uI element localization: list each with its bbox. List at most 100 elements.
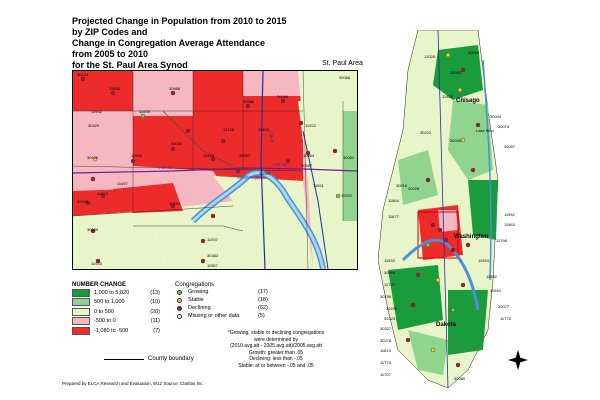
legend-count: (13) [150, 289, 160, 296]
legend-range: -1,080 to -500 [94, 327, 129, 334]
zip-label: 11925 [442, 94, 454, 99]
title-line: Projected Change in Population from 2010… [72, 16, 287, 26]
zip-label: 11921 [313, 183, 325, 188]
zip-label: 11940 [490, 288, 502, 293]
legend-swatch [72, 288, 90, 297]
number-change-legend: NUMBER CHANGE 1,000 to 5,020 (13) 500 to… [72, 282, 160, 342]
county-boundary-label: County boundary [148, 356, 194, 362]
zip-label: 11774 [380, 360, 392, 365]
zip-label: 11935 [131, 153, 143, 158]
zip-region [433, 45, 483, 100]
legend-range: -500 to 0 [94, 318, 116, 325]
zip-label: 11813 [380, 348, 392, 353]
note-line: were determined by [254, 336, 298, 343]
missing-dot-icon [177, 313, 182, 319]
zip-label: 30097 [239, 153, 251, 158]
congregation-count: (17) [258, 289, 268, 295]
zip-label: 30965 [384, 270, 396, 275]
title-line: by ZIP Codes and [72, 27, 148, 37]
zip-region [133, 71, 193, 116]
zip-label: 11952 [486, 274, 498, 279]
north-arrow-icon [508, 350, 528, 370]
legend-count: (20) [150, 308, 160, 315]
zip-region [73, 211, 163, 269]
zip-label: 30100 [87, 155, 99, 160]
legend-row: -500 to 0 (11) [72, 317, 160, 327]
zip-label: 30077 [498, 304, 510, 309]
zip-label: 11936 [109, 86, 121, 91]
zip-label: 11937 [207, 237, 219, 242]
legend-range: 1,000 to 5,020 [94, 289, 130, 296]
congregations-legend: Congregations Growing (17) Stable (18) D… [175, 282, 305, 324]
congregation-row: Stable (18) [175, 296, 305, 304]
zip-region [143, 201, 248, 269]
county-line-icon [104, 358, 144, 360]
zip-label: 11952 [504, 212, 516, 217]
zip-label: 30345 [77, 199, 89, 204]
local-road [133, 225, 244, 232]
county-boundary-legend: County boundary [104, 356, 194, 362]
note-line: Growth: greater than .05 [248, 349, 304, 356]
zip-label: 11923 [97, 191, 109, 196]
zip-region [343, 111, 357, 221]
place-label-chisago: Chisago [456, 98, 480, 104]
zip-label: 30159 [380, 294, 392, 299]
legend-count: (7) [153, 327, 160, 334]
congregation-count: (62) [258, 305, 268, 311]
congregation-dots [80, 76, 341, 264]
growing-dot-icon [177, 289, 182, 295]
i35e-road [260, 71, 266, 269]
congregation-label: Missing or other data [188, 313, 240, 319]
zip-label: 30383 [207, 253, 219, 258]
zip-label: 11934 [169, 201, 181, 206]
zip-label: 11933 [91, 261, 103, 266]
overview-map-svg: 12028 30050 30042 11925 30044 30074 3005… [377, 29, 528, 389]
legend-swatch [72, 307, 90, 316]
stable-dot-icon [177, 297, 182, 303]
zip-boundaries [73, 71, 344, 269]
note-line: Declining: less than -.05 [249, 356, 303, 362]
zip-region [113, 183, 183, 213]
zip-label: 30143 [77, 72, 89, 77]
zip-label: 30986 [243, 99, 255, 104]
zip-label: 30429 [88, 123, 100, 128]
zip-region [448, 100, 493, 180]
legend-swatch [72, 298, 90, 307]
zip-region [193, 71, 243, 101]
legend-swatch [72, 317, 90, 326]
congregation-row: Declining (62) [175, 304, 305, 312]
local-road [162, 110, 234, 167]
zip-label: 30226 [386, 306, 398, 311]
zip-label: 11707 [380, 372, 392, 377]
place-label-dakota: Dakota [436, 322, 457, 328]
zip-label: 11877 [388, 214, 400, 219]
note-line: *Growing, stable or declining congregati… [227, 330, 325, 336]
congregation-label: Stable [188, 297, 204, 303]
zip-region [243, 71, 303, 96]
river-label: Mississippi [237, 175, 261, 181]
zip-label: 11925 [258, 127, 270, 132]
zip-label: 11727 [384, 282, 396, 287]
zip-label: 30066 [339, 75, 351, 80]
zip-label: 11922 [305, 123, 317, 128]
zip-label: 30030 [171, 141, 183, 146]
zip-label: 11967 [207, 263, 219, 268]
zip-label: 30045 [450, 138, 462, 143]
zip-label: 11497 [117, 181, 129, 186]
zip-region [73, 71, 133, 111]
legend-row: 500 to 1,000 (10) [72, 298, 160, 308]
zip-label: 12028 [424, 54, 436, 59]
zip-label: 30051 [343, 155, 355, 160]
place-label-lake-blvd: Lake Blvd [476, 128, 494, 133]
zip-label: 12128 [223, 127, 235, 132]
zip-label: 11798 [496, 238, 508, 243]
legend-swatch [72, 326, 90, 335]
main-map-svg: 30143 11936 30988 30089 11932 11939 3098… [73, 71, 357, 269]
zip-label: 11932 [91, 109, 103, 114]
zip-label: 11933 [384, 258, 396, 263]
zip-label: 11864 [388, 198, 400, 203]
zip-label: 11775 [500, 316, 512, 321]
zip-label: 30016 [396, 183, 408, 188]
methodology-note: *Growing, stable or declining congregati… [216, 330, 336, 369]
zip-label: 30042 [450, 70, 462, 75]
